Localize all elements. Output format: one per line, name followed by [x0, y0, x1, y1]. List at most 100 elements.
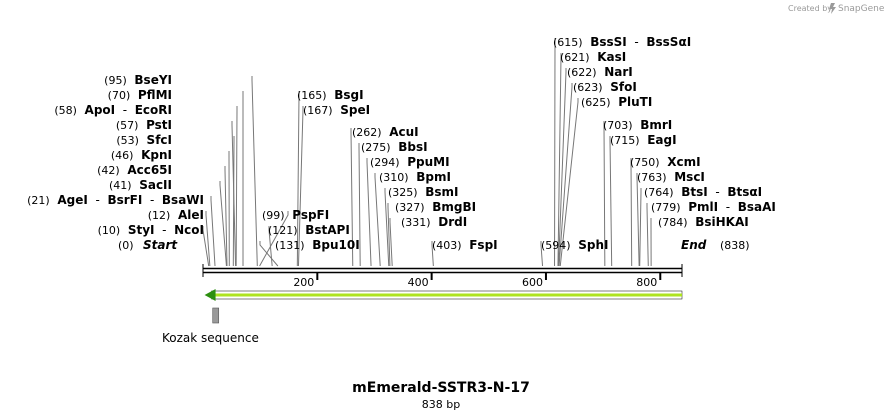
restriction-site[interactable]: (275) BbsI [361, 140, 428, 154]
enzyme-name: EcoRI [135, 103, 172, 117]
restriction-site[interactable]: (57) PstI [116, 118, 172, 132]
restriction-site[interactable]: (784) BsiHKAI [658, 215, 749, 229]
feature-arrow-mEmerald[interactable] [204, 289, 683, 301]
axis-tick-label: 400 [408, 276, 429, 289]
restriction-site[interactable]: (262) AcuI [352, 125, 419, 139]
restriction-site[interactable]: (95) BseYI [104, 73, 172, 87]
site-position: (95) [104, 74, 127, 87]
site-gap [590, 50, 598, 64]
enzyme-name: PpuMI [407, 155, 449, 169]
restriction-site[interactable]: (12) AleI [148, 208, 204, 222]
restriction-site[interactable]: (615) BssSI - BssSαI [553, 35, 691, 49]
site-leader-line [636, 173, 640, 267]
brand-name[interactable]: SnapGene [838, 4, 885, 14]
site-gap [425, 200, 433, 214]
restriction-site[interactable]: (53) SfcI [116, 133, 172, 147]
site-position: (325) [388, 186, 418, 199]
enzyme-name: BstAPI [305, 223, 350, 237]
site-gap [285, 208, 293, 222]
site-position: (621) [560, 51, 590, 64]
restriction-site[interactable]: (131) Bpu10I [275, 238, 360, 252]
enzyme-name: StyI [128, 223, 155, 237]
site-position: (763) [637, 171, 667, 184]
restriction-site[interactable]: (331) DrdI [401, 215, 467, 229]
credit-text: Created by [788, 4, 832, 13]
site-gap [667, 170, 675, 184]
site-leader-line [609, 136, 613, 267]
site-gap [132, 178, 140, 192]
site-position: (779) [651, 201, 681, 214]
axis-tick-label: 800 [636, 276, 657, 289]
restriction-site[interactable]: (403) FspI [432, 238, 498, 252]
site-position: (622) [567, 66, 597, 79]
enzyme-name: FspI [469, 238, 497, 252]
restriction-site[interactable]: (325) BsmI [388, 185, 459, 199]
site-leader-line [603, 121, 606, 267]
site-position: (623) [573, 81, 603, 94]
enzyme-name: BssSI [590, 35, 627, 49]
site-gap [77, 103, 85, 117]
site-separator: - [88, 193, 108, 207]
restriction-site[interactable]: (310) BpmI [379, 170, 451, 184]
site-leader-line [358, 143, 361, 267]
restriction-site[interactable]: (764) BtsI - BtsαI [644, 185, 762, 199]
restriction-site[interactable]: (21) AgeI - BsrFI - BsaWI [27, 193, 204, 207]
site-position: (784) [658, 216, 688, 229]
enzyme-name: PluTI [618, 95, 652, 109]
site-position: (53) [116, 134, 139, 147]
kozak-sequence-feature[interactable] [212, 307, 220, 324]
restriction-site[interactable]: (703) BmrI [603, 118, 672, 132]
enzyme-name: PspFI [292, 208, 329, 222]
site-leader-line [224, 166, 228, 267]
restriction-site[interactable]: (594) SphI [541, 238, 608, 252]
site-gap [127, 73, 135, 87]
site-leader-line [232, 136, 235, 267]
site-gap [130, 88, 138, 102]
restriction-site[interactable]: (779) PmlI - BsaAI [651, 200, 776, 214]
restriction-site[interactable]: (99) PspFI [262, 208, 329, 222]
site-position: (21) [27, 194, 50, 207]
restriction-site[interactable]: (294) PpuMI [370, 155, 450, 169]
enzyme-name: ApoI [85, 103, 116, 117]
enzyme-name: XcmI [667, 155, 700, 169]
restriction-site[interactable]: (623) SfoI [573, 80, 637, 94]
enzyme-name: BsaAI [738, 200, 776, 214]
enzyme-name: BtsI [681, 185, 708, 199]
restriction-site[interactable]: (121) BstAPI [268, 223, 350, 237]
sequence-backbone [202, 264, 683, 277]
restriction-site[interactable]: (41) SacII [109, 178, 172, 192]
restriction-site[interactable]: (750) XcmI [630, 155, 701, 169]
site-leader-line [559, 98, 579, 267]
site-position: (57) [116, 119, 139, 132]
restriction-site[interactable]: (622) NarI [567, 65, 633, 79]
restriction-site[interactable]: (10) StyI - NcoI [98, 223, 204, 237]
restriction-site[interactable]: (167) SpeI [303, 103, 370, 117]
site-position: (165) [297, 89, 327, 102]
restriction-site[interactable]: (621) KasI [560, 50, 626, 64]
site-position: (10) [98, 224, 121, 237]
site-position: (167) [303, 104, 333, 117]
site-gap [382, 125, 390, 139]
site-gap [583, 35, 591, 49]
restriction-site[interactable]: (70) PflMI [108, 88, 172, 102]
site-gap [660, 155, 668, 169]
site-gap [633, 118, 641, 132]
enzyme-name: BtsαI [727, 185, 762, 199]
restriction-site[interactable]: (42) Acc65I [97, 163, 172, 177]
restriction-site[interactable]: (46) KpnI [111, 148, 172, 162]
restriction-site[interactable]: (715) EagI [610, 133, 677, 147]
site-leader-line [389, 218, 393, 267]
enzyme-name: PstI [146, 118, 172, 132]
site-gap [50, 193, 58, 207]
site-position: (12) [148, 209, 171, 222]
site-gap [120, 223, 128, 237]
site-gap [139, 133, 147, 147]
restriction-site[interactable]: (327) BmgBI [395, 200, 476, 214]
restriction-site[interactable]: (763) MscI [637, 170, 705, 184]
enzyme-name: PmlI [688, 200, 718, 214]
restriction-site[interactable]: (58) ApoI - EcoRI [54, 103, 172, 117]
site-gap [462, 238, 470, 252]
restriction-site[interactable]: (165) BsgI [297, 88, 364, 102]
restriction-site[interactable]: (625) PluTI [581, 95, 652, 109]
enzyme-name: KpnI [141, 148, 172, 162]
